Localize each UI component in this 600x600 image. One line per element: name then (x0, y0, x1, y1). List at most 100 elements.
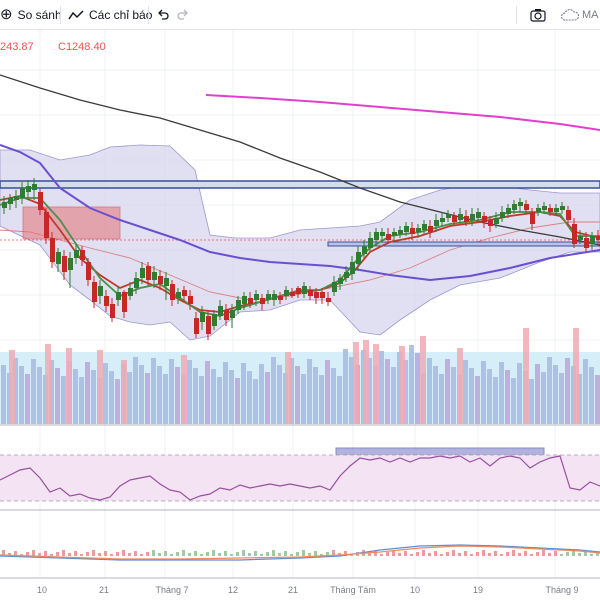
macd-histogram-bar (122, 550, 125, 556)
candle-body (116, 292, 121, 300)
volume-bar (409, 345, 414, 424)
compare-label: So sánh (17, 7, 62, 22)
macd-histogram-bar (38, 553, 41, 556)
candle-body (470, 214, 475, 220)
candle-body (338, 278, 343, 284)
macd-histogram-bar (128, 553, 131, 556)
x-axis-label: 21 (288, 585, 298, 595)
volume-bar-tall (285, 352, 291, 424)
candle-body (584, 238, 589, 248)
candle-body (416, 228, 421, 232)
macd-histogram-bar (242, 550, 245, 556)
macd-histogram-bar (200, 554, 203, 556)
macd-histogram-bar (134, 551, 137, 556)
macd-histogram-bar (506, 552, 509, 556)
candle-body (566, 210, 571, 220)
macd-histogram-bar (386, 552, 389, 556)
volume-bar (559, 373, 564, 424)
macd-histogram-bar (440, 554, 443, 556)
volume-bar (85, 362, 90, 424)
volume-bar (163, 374, 168, 424)
volume-bar (1, 365, 6, 424)
volume-bar-tall (9, 350, 15, 424)
compare-button[interactable]: ⊕ So sánh (0, 0, 62, 29)
candle-body (212, 314, 217, 326)
volume-bar (535, 364, 540, 424)
macd-histogram-bar (158, 553, 161, 556)
candle-body (38, 192, 43, 210)
macd-histogram-bar (428, 553, 431, 556)
candle-body (590, 236, 595, 244)
macd-histogram-bar (464, 551, 467, 556)
undo-button[interactable] (157, 0, 169, 29)
volume-bar (169, 359, 174, 424)
macd-histogram-bar (116, 552, 119, 556)
candle-body (320, 292, 325, 298)
macd-histogram-bar (512, 550, 515, 556)
candle-body (248, 298, 253, 304)
candle-body (194, 318, 199, 334)
volume-bar (553, 365, 558, 424)
indicators-icon (68, 9, 84, 21)
candle-body (434, 220, 439, 226)
volume-bar (517, 363, 522, 424)
candle-body (128, 288, 133, 296)
indicators-button[interactable]: Các chỉ báo (68, 0, 152, 29)
candle-body (134, 278, 139, 288)
volume-bar (205, 361, 210, 424)
candle-body (428, 226, 433, 232)
volume-bar (325, 360, 330, 424)
volume-bar (223, 362, 228, 424)
candle-body (260, 298, 265, 304)
candle-body (122, 292, 127, 312)
redo-button[interactable] (177, 0, 189, 29)
undo-icon (157, 9, 169, 21)
macd-histogram-bar (68, 553, 71, 556)
candle-body (164, 278, 169, 286)
volume-bar-tall (66, 348, 72, 424)
volume-bar (253, 379, 258, 424)
volume-bar (505, 370, 510, 424)
candle-body (50, 238, 55, 262)
volume-bar (319, 375, 324, 424)
macd-histogram-bar (458, 553, 461, 556)
candle-body (314, 292, 319, 298)
chart-area[interactable]: 10 21 Tháng 7 12 21 Tháng Tám 10 19 Tháng 9 243.… (0, 30, 600, 600)
volume-bar (157, 366, 162, 424)
macd-histogram-bar (218, 553, 221, 556)
x-axis-label: Tháng Tám (330, 585, 376, 595)
chart-background (0, 30, 600, 600)
volume-bar (133, 357, 138, 424)
volume-bar (415, 353, 420, 424)
volume-bar (247, 371, 252, 424)
candle-body (302, 286, 307, 294)
candle-body (398, 230, 403, 234)
ma-slow-line (0, 74, 600, 246)
candle-body (92, 282, 97, 302)
candle-body (74, 250, 79, 258)
macd-histogram-bar (584, 551, 587, 556)
volume-bar-tall (353, 342, 359, 424)
volume-bar (547, 357, 552, 424)
snapshot-button[interactable] (530, 0, 546, 29)
macd-histogram-bar (470, 554, 473, 556)
volume-bar (439, 374, 444, 424)
candle-body (368, 238, 373, 248)
candle-body (362, 246, 367, 254)
macd-histogram-bar (206, 552, 209, 556)
volume-bar (349, 357, 354, 424)
macd-histogram-bar (98, 553, 101, 556)
ma-label: MA (582, 8, 599, 21)
ohlc-close-value: C1248.40 (58, 41, 106, 53)
macd-histogram-bar (32, 550, 35, 556)
volume-bar-tall (573, 328, 579, 424)
volume-bar (289, 358, 294, 424)
volume-bar (391, 367, 396, 424)
x-axis-label: 12 (228, 585, 238, 595)
candle-body (446, 214, 451, 218)
publish-idea-button[interactable]: MA (561, 0, 599, 29)
candle-body (596, 236, 600, 240)
macd-histogram-bar (404, 551, 407, 556)
volume-bar-tall (363, 340, 369, 424)
candle-body (254, 294, 259, 300)
